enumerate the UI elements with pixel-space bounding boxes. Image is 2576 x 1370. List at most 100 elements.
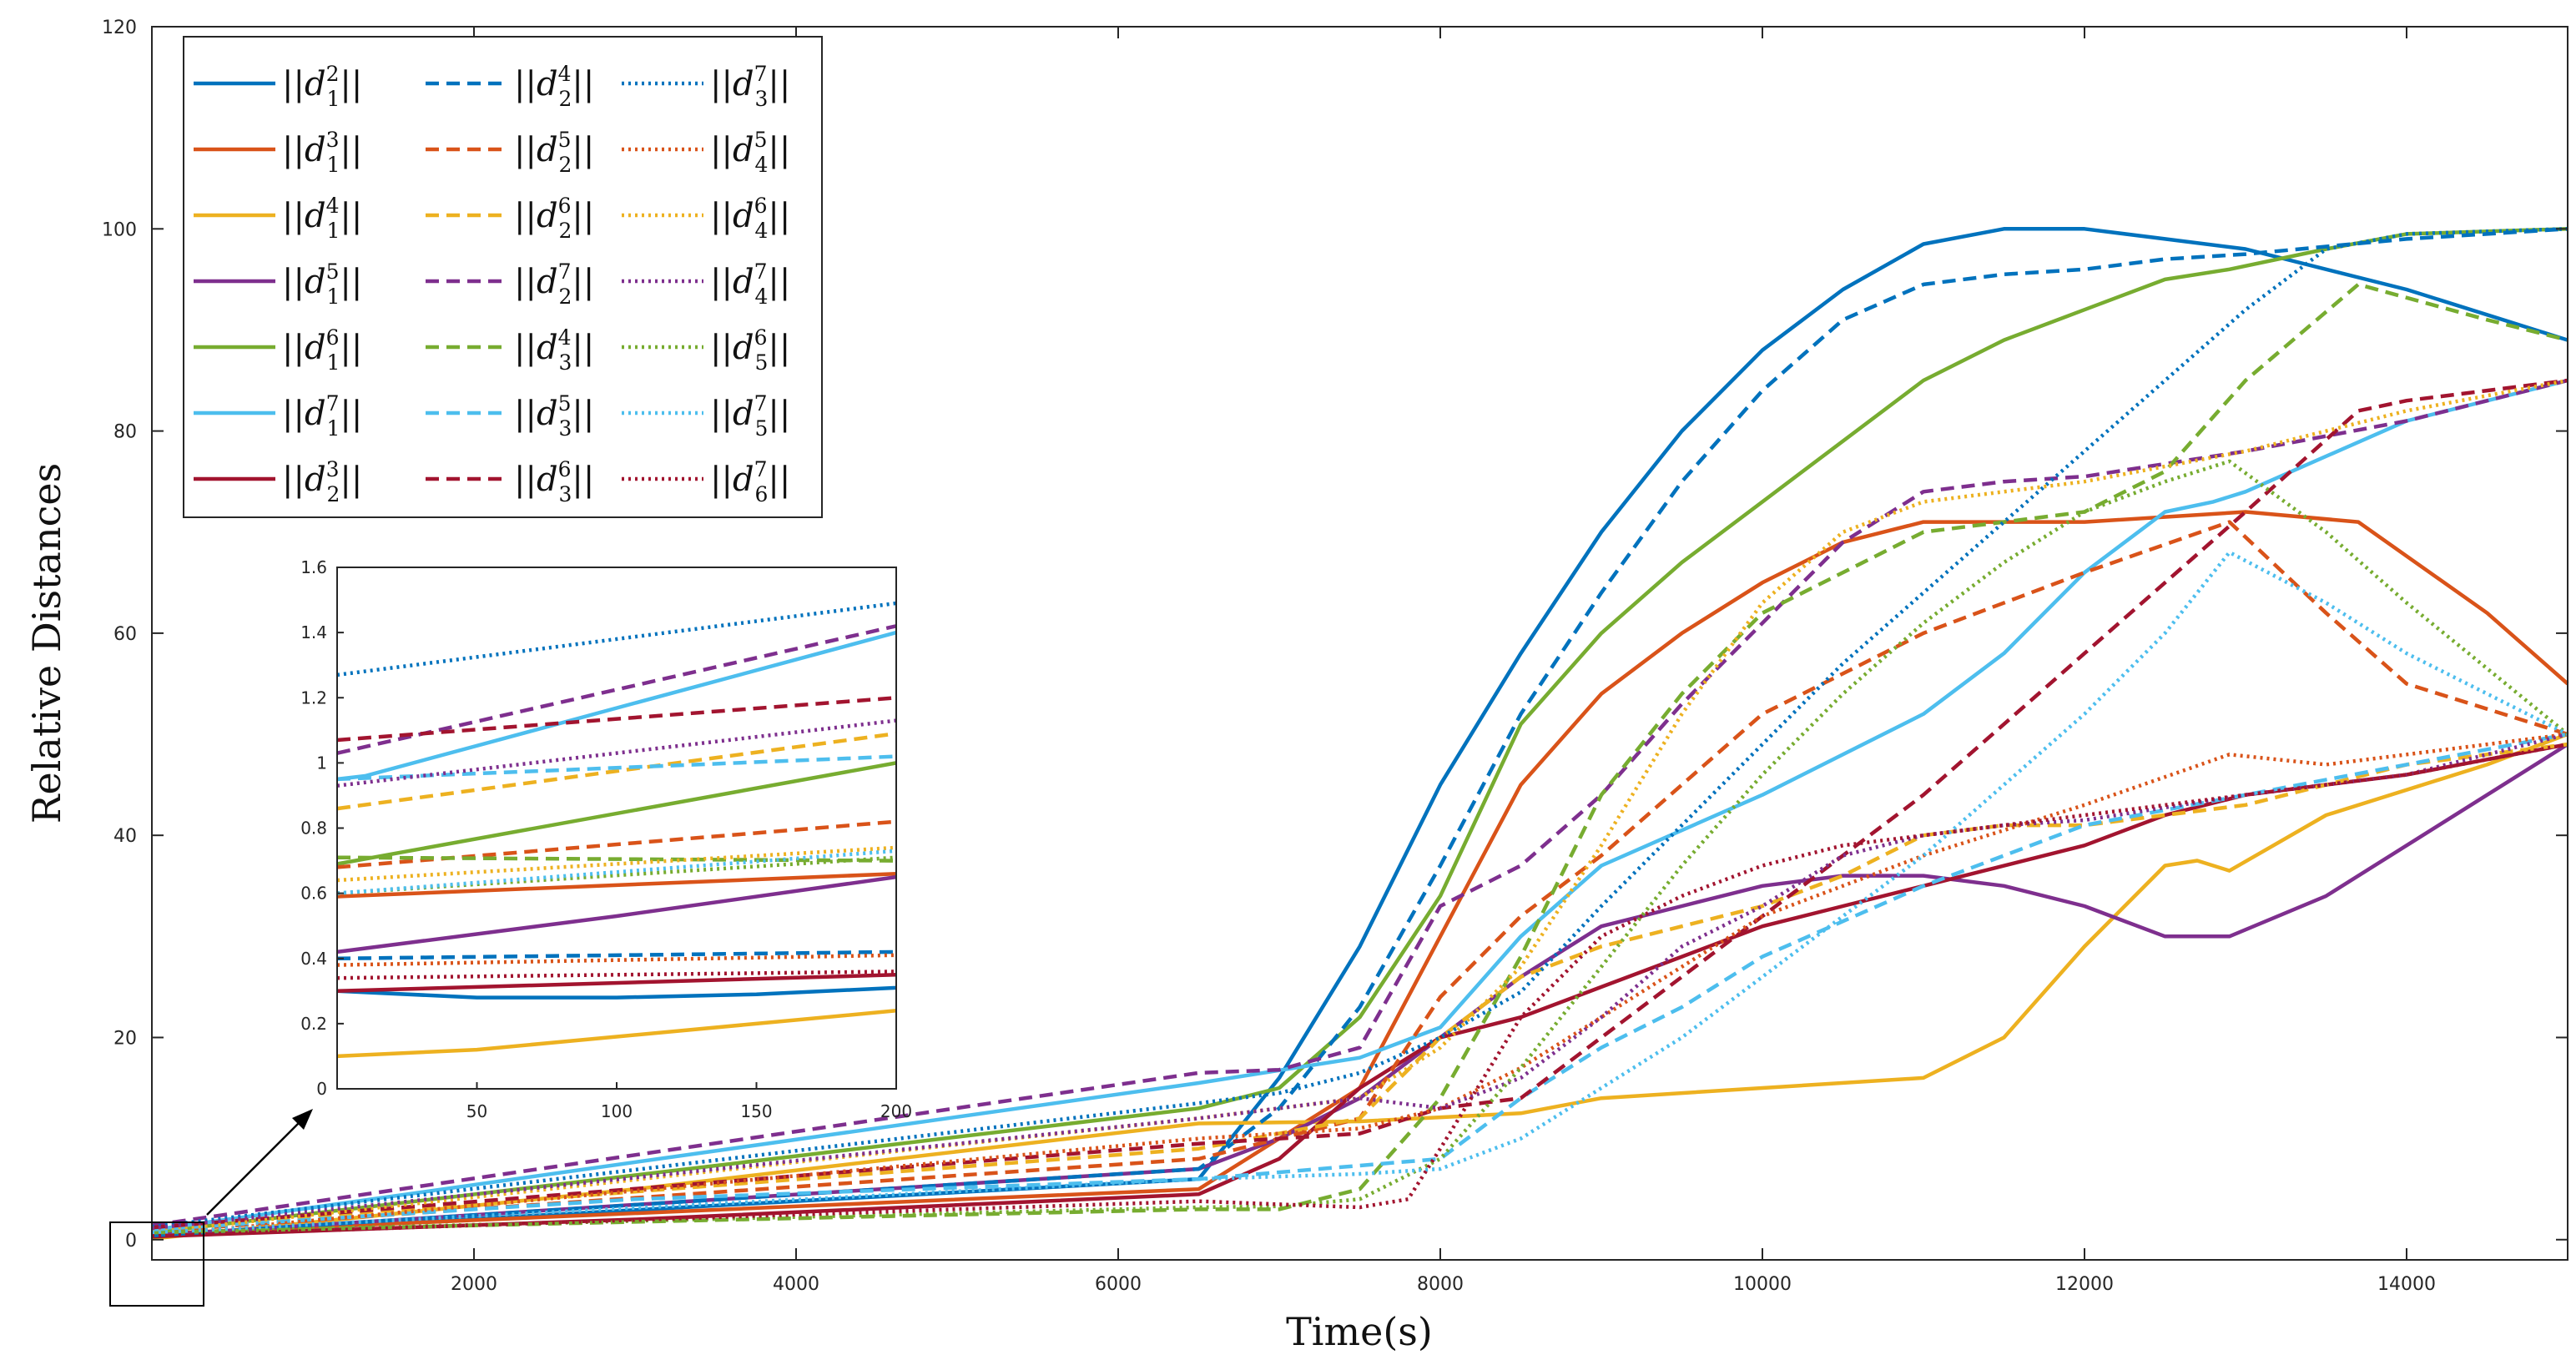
x-tick-label: 8000: [1417, 1274, 1464, 1295]
inset-y-tick-label: 1.6: [300, 557, 327, 577]
legend-label: ||d5 3||: [514, 391, 594, 441]
zoom-region-box: [109, 1221, 204, 1307]
legend-entry-20: ||d7 6||: [622, 457, 790, 506]
zoom-arrow-head: [292, 1109, 313, 1130]
legend-label: ||d7 5||: [710, 391, 790, 441]
inset-series-line-3: [336, 874, 897, 954]
legend-entry-13: ||d6 3||: [426, 457, 594, 506]
inset-y-tick-label: 1.4: [300, 622, 327, 642]
x-tick-label: 12000: [2055, 1274, 2114, 1295]
inset-y-tick-label: 0.4: [300, 949, 327, 969]
legend-label: ||d6 4||: [710, 194, 790, 243]
legend-entry-2: ||d4 1||: [194, 194, 362, 243]
inset-y-tick-label: 0.8: [300, 818, 327, 839]
legend-label: ||d4 3||: [514, 325, 594, 375]
legend-entry-10: ||d7 2||: [426, 259, 594, 309]
inset-series-line-14: [336, 601, 897, 677]
series-line-19: [151, 550, 2569, 1235]
legend-entry-19: ||d7 5||: [622, 391, 790, 441]
zoom-arrow-line: [206, 1119, 303, 1216]
legend-label: ||d3 2||: [282, 457, 362, 506]
inset-series-line-7: [336, 949, 897, 961]
x-axis-ticks: 2000 4000 6000 8000 10000 12000 14000: [451, 27, 2436, 1295]
legend-label: ||d5 2||: [514, 128, 594, 177]
legend-entry-15: ||d5 4||: [622, 128, 790, 177]
legend-label: ||d6 5||: [710, 325, 790, 375]
x-tick-label: 4000: [773, 1274, 819, 1295]
legend-label: ||d4 2||: [514, 62, 594, 111]
series-line-8: [151, 520, 2568, 1234]
series-line-20: [151, 742, 2568, 1238]
y-axis-ticks: 0 20 40 60 80 100 120: [102, 18, 2568, 1252]
legend-label: ||d7 2||: [514, 259, 594, 309]
x-tick-label: 2000: [451, 1274, 497, 1295]
inset-y-tick-label: 0.2: [300, 1014, 327, 1034]
legend-entry-7: ||d4 2||: [426, 62, 594, 111]
legend-entry-8: ||d5 2||: [426, 128, 594, 177]
y-tick-label: 60: [113, 624, 137, 645]
legend-entry-11: ||d4 3||: [426, 325, 594, 375]
series-line-11: [151, 282, 2568, 1235]
inset-x-tick-label: 200: [880, 1101, 912, 1121]
legend-entries: ||d2 1|| ||d3 1|| ||d4 1|| ||d5 1|| ||d6 1|| ||d7 1…: [194, 62, 790, 506]
legend-entry-1: ||d3 1||: [194, 128, 362, 177]
y-tick-label: 100: [102, 219, 137, 240]
series-line-0: [151, 227, 2568, 1239]
inset-series-line-11: [336, 855, 897, 863]
legend-label: ||d3 1||: [282, 128, 362, 177]
series-line-9: [151, 742, 2568, 1231]
x-tick-label: 14000: [2377, 1274, 2436, 1295]
x-tick-label: 10000: [1733, 1274, 1792, 1295]
legend-label: ||d6 1||: [282, 325, 362, 375]
legend-entry-6: ||d3 2||: [194, 457, 362, 506]
legend-entry-3: ||d5 1||: [194, 259, 362, 309]
series-line-13: [151, 378, 2568, 1230]
inset-series-line-0: [336, 985, 897, 1000]
inset-y-tick-label: 0.6: [300, 884, 327, 904]
inset-series-line-2: [336, 1009, 897, 1059]
inset-y-ticks: 0 0.2 0.4 0.6 0.8 1 1.2 1.4 1.6: [300, 557, 344, 1099]
inset-series-line-4: [336, 761, 897, 866]
inset-series-line-1: [336, 871, 897, 899]
inset-axes: 50 100 150 200 0 0.2 0.4 0.6 0.8 1 1.2 1.4 1.6: [300, 557, 912, 1121]
legend-entry-5: ||d7 1||: [194, 391, 362, 441]
y-tick-label: 40: [113, 826, 137, 847]
legend-label: ||d4 1||: [282, 194, 362, 243]
legend-entry-0: ||d2 1||: [194, 62, 362, 111]
legend-label: ||d7 3||: [710, 62, 790, 111]
legend: ||d2 1|| ||d3 1|| ||d4 1|| ||d5 1|| ||d6 1|| ||d7 1…: [183, 36, 823, 518]
legend-entry-18: ||d6 5||: [622, 325, 790, 375]
legend-entry-9: ||d6 2||: [426, 194, 594, 243]
inset-series-line-6: [336, 973, 897, 994]
inset-series-line-13: [336, 696, 897, 743]
x-axis-label: Time(s): [1286, 1309, 1433, 1354]
series-line-4: [151, 227, 2568, 1235]
y-tick-label: 0: [125, 1231, 137, 1252]
legend-label: ||d5 1||: [282, 259, 362, 309]
legend-label: ||d7 4||: [710, 259, 790, 309]
y-tick-label: 120: [102, 18, 137, 38]
series-line-6: [151, 742, 2568, 1239]
main-series-lines: [151, 227, 2569, 1241]
inset-x-ticks: 50 100 150 200: [466, 1082, 912, 1121]
inset-series-line-9: [336, 731, 897, 811]
legend-label: ||d5 4||: [710, 128, 790, 177]
y-tick-label: 80: [113, 422, 137, 443]
series-line-1: [151, 510, 2569, 1237]
series-line-10: [151, 378, 2568, 1227]
legend-label: ||d6 3||: [514, 457, 594, 506]
series-line-18: [151, 459, 2569, 1235]
series-line-5: [151, 378, 2568, 1232]
series-line-2: [151, 732, 2568, 1241]
inset-y-tick-label: 0: [316, 1079, 327, 1099]
inset-x-tick-label: 150: [740, 1101, 772, 1121]
legend-label: ||d7 1||: [282, 391, 362, 441]
inset-series-lines: [336, 601, 897, 1059]
legend-entry-4: ||d6 1||: [194, 325, 362, 375]
y-axis-label: Relative Distances: [24, 463, 69, 824]
series-line-15: [151, 732, 2568, 1237]
inset-x-tick-label: 50: [466, 1101, 487, 1121]
legend-entry-16: ||d6 4||: [622, 194, 790, 243]
legend-entry-14: ||d7 3||: [622, 62, 790, 111]
